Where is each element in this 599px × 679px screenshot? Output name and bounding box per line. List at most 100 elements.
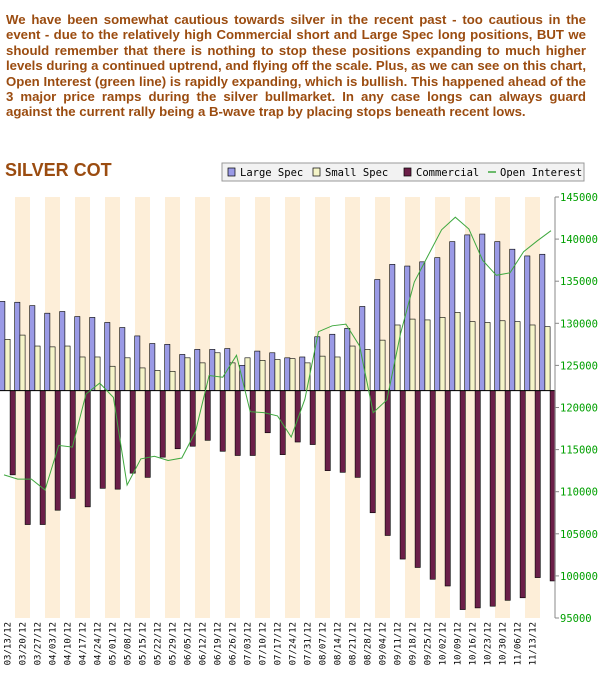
band bbox=[135, 197, 150, 618]
small-spec-bar bbox=[379, 339, 386, 391]
y-tick-label: 130000 bbox=[560, 318, 598, 330]
x-tick-label: 10/30/12 bbox=[499, 622, 509, 665]
band bbox=[255, 197, 270, 618]
commercial-bar bbox=[144, 390, 151, 478]
small-spec-bar bbox=[409, 318, 416, 391]
commercial-bar bbox=[129, 390, 136, 474]
band bbox=[225, 197, 240, 618]
large-spec-bar bbox=[209, 349, 216, 391]
large-spec-bar bbox=[509, 248, 516, 391]
x-tick-label: 06/05/12 bbox=[184, 622, 194, 665]
large-spec-bar bbox=[134, 335, 141, 391]
large-spec-bar bbox=[299, 356, 306, 391]
open-interest-path bbox=[3, 216, 552, 491]
x-tick-label: 05/29/12 bbox=[169, 622, 179, 665]
commercial-bar bbox=[444, 390, 451, 587]
x-tick-label: 07/24/12 bbox=[289, 622, 299, 665]
x-tick-label: 10/16/12 bbox=[469, 622, 479, 665]
small-spec-bar bbox=[169, 370, 176, 391]
x-tick-label: 08/07/12 bbox=[319, 622, 329, 665]
commercial-bar bbox=[504, 390, 511, 601]
commercial-bar bbox=[534, 390, 541, 578]
small-spec-bar bbox=[214, 352, 221, 391]
x-tick-label: 10/09/12 bbox=[454, 622, 464, 665]
small-spec-bar bbox=[319, 355, 326, 391]
small-spec-bar bbox=[64, 345, 71, 391]
large-spec-bar bbox=[524, 255, 531, 391]
commercial-bar bbox=[399, 390, 406, 560]
commercial-bar bbox=[9, 390, 16, 476]
large-spec-bar bbox=[269, 352, 276, 391]
legend-large-spec-swatch bbox=[227, 167, 236, 177]
large-spec-bar bbox=[89, 317, 96, 391]
x-tick-label: 07/31/12 bbox=[304, 622, 314, 665]
commercial-bar bbox=[84, 390, 91, 508]
large-spec-bar bbox=[44, 312, 51, 391]
commercial-bar bbox=[309, 390, 316, 445]
small-spec-bar bbox=[424, 319, 431, 391]
commercial-bar bbox=[414, 390, 421, 568]
y-tick-label: 140000 bbox=[560, 234, 598, 246]
x-tick-label: 08/21/12 bbox=[349, 622, 359, 665]
band bbox=[315, 197, 330, 618]
small-spec-bar bbox=[274, 359, 281, 391]
x-tick-label: 09/04/12 bbox=[379, 622, 389, 665]
y-tick-label: 110000 bbox=[560, 487, 598, 499]
large-spec-bar bbox=[449, 241, 456, 391]
legend-small-spec-label: Small Spec bbox=[325, 167, 388, 179]
small-spec-bar bbox=[244, 357, 251, 391]
small-spec-bar bbox=[49, 346, 56, 391]
commercial-bar bbox=[159, 390, 166, 458]
large-spec-bar bbox=[539, 253, 546, 391]
x-tick-label: 04/10/12 bbox=[64, 622, 74, 665]
small-spec-bar bbox=[484, 322, 491, 391]
band bbox=[165, 197, 180, 618]
y-tick-label: 115000 bbox=[560, 445, 598, 457]
commercial-bar bbox=[24, 390, 31, 525]
x-tick-label: 06/26/12 bbox=[229, 622, 239, 665]
large-spec-bar bbox=[254, 350, 261, 391]
x-tick-label: 08/28/12 bbox=[364, 622, 374, 665]
x-tick-label: 10/02/12 bbox=[439, 622, 449, 665]
commercial-bar bbox=[174, 390, 181, 450]
large-spec-bar bbox=[374, 279, 381, 391]
commercial-bar bbox=[339, 390, 346, 473]
y-tick-label: 95000 bbox=[560, 613, 592, 625]
x-tick-label: 03/20/12 bbox=[19, 622, 29, 665]
band bbox=[285, 197, 300, 618]
x-tick-label: 03/27/12 bbox=[34, 622, 44, 665]
commercial-bar bbox=[324, 390, 331, 471]
legend-large-spec-label: Large Spec bbox=[240, 167, 303, 179]
large-spec-bar bbox=[434, 257, 441, 391]
small-spec-bar bbox=[184, 357, 191, 391]
small-spec-bar bbox=[34, 345, 41, 391]
small-spec-bar bbox=[154, 370, 161, 391]
open-interest-line bbox=[3, 216, 552, 491]
band bbox=[45, 197, 60, 618]
small-spec-bar bbox=[124, 357, 131, 391]
large-spec-bar bbox=[179, 354, 186, 391]
large-spec-bar bbox=[164, 344, 171, 391]
small-spec-bar bbox=[469, 321, 476, 391]
y-axis-ticks: 95000 100000 105000 110000 115000 120000 12500… bbox=[555, 192, 598, 625]
small-spec-bar bbox=[289, 358, 296, 391]
commercial-bar bbox=[459, 390, 466, 610]
x-tick-label: 04/17/12 bbox=[79, 622, 89, 665]
x-tick-label: 05/15/12 bbox=[139, 622, 149, 665]
large-spec-bar bbox=[419, 261, 426, 391]
large-spec-bar bbox=[149, 343, 156, 391]
commercial-bar bbox=[99, 390, 106, 489]
large-spec-bar bbox=[194, 349, 201, 391]
x-tick-label: 06/12/12 bbox=[199, 622, 209, 665]
x-tick-label: 11/13/12 bbox=[529, 622, 539, 665]
small-spec-bar bbox=[199, 362, 206, 391]
band bbox=[345, 197, 360, 618]
y-tick-label: 100000 bbox=[560, 571, 598, 583]
large-spec-bar bbox=[59, 311, 66, 391]
commercial-bar bbox=[54, 390, 61, 511]
x-tick-label: 04/24/12 bbox=[94, 622, 104, 665]
x-tick-label: 10/23/12 bbox=[484, 622, 494, 665]
x-tick-label: 08/14/12 bbox=[334, 622, 344, 665]
commercial-bar bbox=[354, 390, 361, 478]
small-spec-bar bbox=[529, 324, 536, 391]
